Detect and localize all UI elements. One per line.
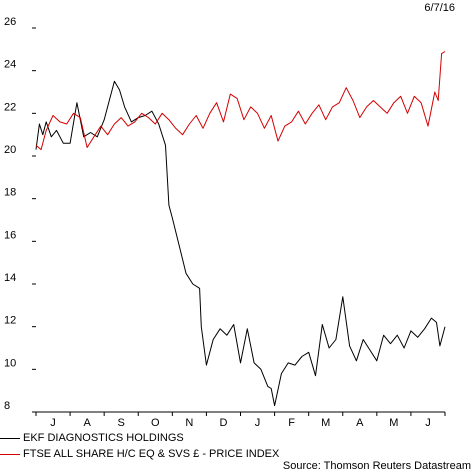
y-tick-label: 12: [4, 315, 16, 327]
x-tick-label: J: [50, 417, 56, 429]
y-tick-label: 8: [4, 400, 10, 412]
y-tick-label: 20: [4, 144, 16, 156]
legend-label-ftse: FTSE ALL SHARE H/C EQ & SVS £ - PRICE IN…: [23, 448, 280, 460]
y-tick-label: 24: [4, 59, 16, 71]
y-axis: 8 10 12 14 16 18 20 22 24 26: [4, 16, 36, 413]
x-tick-label: F: [288, 417, 295, 429]
x-tick-label: D: [219, 417, 227, 429]
y-tick-label: 14: [4, 272, 16, 284]
legend-swatch-ftse: [0, 453, 20, 455]
series-layer: [35, 51, 446, 407]
x-tick-label: J: [425, 417, 431, 429]
x-tick-label: M: [389, 417, 398, 429]
x-tick-label: N: [185, 417, 193, 429]
series-line-ekf: [35, 80, 446, 407]
y-tick-label: 16: [4, 229, 16, 241]
source-note: Source: Thomson Reuters Datastream: [282, 460, 471, 472]
legend-item-ekf: EKF DIAGNOSTICS HOLDINGS: [0, 430, 279, 446]
y-tick-label: 10: [4, 357, 16, 369]
legend-label-ekf: EKF DIAGNOSTICS HOLDINGS: [23, 432, 184, 444]
date-stamp: 6/7/16: [424, 2, 455, 14]
legend-swatch-ekf: [0, 437, 20, 439]
x-tick-label: A: [356, 417, 364, 429]
legend-item-ftse: FTSE ALL SHARE H/C EQ & SVS £ - PRICE IN…: [0, 446, 279, 462]
series-line-ftse: [35, 51, 446, 151]
x-tick-label: O: [151, 417, 160, 429]
x-tick-label: M: [321, 417, 330, 429]
x-tick-label: J: [255, 417, 261, 429]
y-tick-label: 22: [4, 101, 16, 113]
legend: EKF DIAGNOSTICS HOLDINGS FTSE ALL SHARE …: [0, 430, 279, 462]
y-tick-label: 26: [4, 16, 16, 28]
x-tick-label: A: [83, 417, 91, 429]
y-tick-label: 18: [4, 187, 16, 199]
x-tick-label: S: [118, 417, 125, 429]
